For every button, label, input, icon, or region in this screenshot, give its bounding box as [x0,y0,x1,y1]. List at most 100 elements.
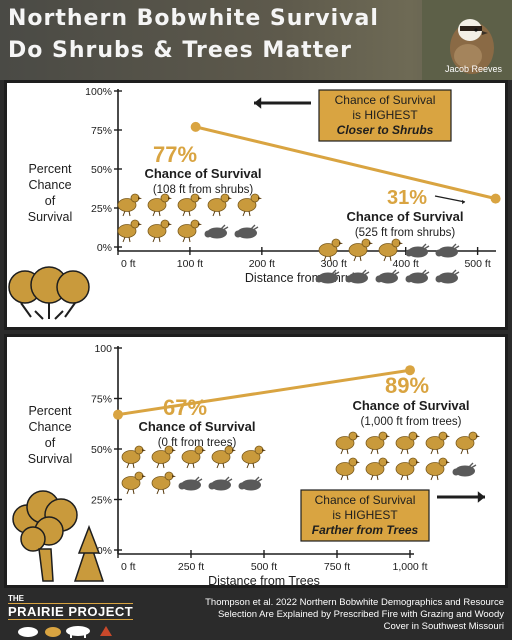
quail-group-1-alive-4-head [250,193,260,203]
callout-line-2: is HIGHEST [332,508,398,522]
quail-group-1-dead-8 [208,476,233,491]
quail-group-1-alive-2-beak [202,449,206,452]
x-axis-label: Distance from Trees [208,574,320,585]
y-tick-label: 75% [91,125,112,137]
quail-group-2-dead-7-body [378,272,398,284]
quail-group-2-alive-1 [365,431,390,455]
trees-icon [12,490,105,582]
quail-group-2-alive-8-body [425,462,445,476]
pine-tree-top [77,524,101,554]
quail-group-1-dead-7 [178,476,203,491]
quail-group-2-alive-1-legs [353,255,362,262]
pointer-arrow-2-shaft [434,195,466,203]
quail-group-1-alive-0-body [117,198,137,212]
quail-group-2-alive-6-body [365,462,385,476]
quail-group-2-alive-5-legs [340,474,349,481]
callout-line-2: is HIGHEST [352,108,418,122]
quail-group-2-alive-7-legs [400,474,409,481]
quail-group-2-dead-9-feet [451,269,460,276]
quail-group-1-alive-6 [147,219,172,243]
quail-group-2-alive-1-body [365,436,385,450]
quail-group-2-dead-8-head [405,275,413,283]
x-tick-label: 1,000 ft [392,561,427,573]
quail-group-1-alive-5-body [121,476,141,490]
quail-group-1-alive-1-legs [156,462,165,469]
callout-line-3: Farther from Trees [312,523,419,537]
quail-group-2-dead-9-feet [468,462,477,469]
quail-group-2-alive-5-beak [356,461,360,464]
quail-group-2-alive-0-head [348,431,358,441]
quail-group-1-alive-4 [237,193,262,217]
title-line-2: Do Shrubs & Trees Matter [8,38,352,63]
footer-brand-prefix: THE [8,594,24,603]
quail-group-2-alive-0-beak [339,242,343,245]
y-tick-label: 25% [91,203,112,215]
percent-label-2: 31% [387,187,427,209]
shrubs-panel: 0% 25% 50% 75% 100% 0 ft 100 ft 200 ft 300 ft 400… [4,80,508,330]
point-sub-2: (1,000 ft from trees) [361,416,462,428]
footer: THE PRAIRIE PROJECT Thompson et al. 2022… [0,590,512,640]
quail-group-1-alive-2 [181,445,206,469]
quail-group-2-alive-7-body [395,462,415,476]
quail-group-2-dead-5-head [315,275,323,283]
quail-group-1-alive-6-beak [168,223,172,226]
quail-group-2-alive-0-beak [356,435,360,438]
callout-box [318,89,452,142]
data-point-0 [113,409,123,420]
percent-label-1: 67% [163,395,207,420]
quail-group-1-alive-3-beak [232,449,236,452]
quail-group-2-alive-7 [395,457,420,481]
shrubs-chart: 0% 25% 50% 75% 100% 0 ft 100 ft 200 ft 300 ft 400… [8,86,501,320]
quail-group-1-alive-0-head [134,445,144,455]
quail-group-1-alive-7-legs [182,236,191,243]
quail-group-2-alive-4-legs [460,448,469,455]
quail-group-1-alive-4-legs [242,210,251,217]
tree-crown-4 [20,526,46,552]
quail-group-2-alive-5 [335,457,360,481]
tree-trunk [38,548,54,582]
point-sub-1: (108 ft from shrubs) [153,184,254,196]
percent-label-2: 89% [385,373,429,398]
y-axis-label: Percent [28,404,72,418]
quail-group-1-alive-2-head [194,445,204,455]
quail-group-1-dead-8-head [204,230,212,238]
point-label-2: Chance of Survival [352,398,469,413]
y-axis-label: Chance [28,178,71,192]
quail-group-1-alive-5-beak [138,223,142,226]
quail-group-1-dead-8-body [207,227,227,239]
quail-group-2-alive-2-body [378,243,398,257]
quail-group-1-alive-7-head [190,219,200,229]
data-point-0 [190,121,201,132]
quail-group-1-alive-0-beak [138,197,142,200]
quail-group-2-alive-6-legs [370,474,379,481]
quail-group-1-alive-6-legs [152,236,161,243]
quail-group-2-alive-1-legs [370,448,379,455]
quail-group-2-dead-8-body [408,272,428,284]
y-axis-label: of [45,436,56,450]
quail-group-2-dead-6-body [348,272,368,284]
quail-group-1-alive-1-body [147,198,167,212]
quail-group-2-alive-4-beak [476,435,480,438]
arrow-left-icon-head [254,97,262,109]
quail-group-2-alive-6 [365,457,390,481]
quail-group-1-alive-4-legs [246,462,255,469]
quail-group-2-dead-5-feet [331,269,340,276]
quail-group-2-dead-9-body [455,465,475,477]
quail-group-1-alive-5 [121,471,146,495]
quail-group-1-alive-3 [207,193,232,217]
quail-group-2-alive-7-beak [416,461,420,464]
pointer-arrow-2-head [462,199,465,205]
trees-panel: 0% 25% 50% 75% 100 0 ft 250 ft 500 ft 750 ft 1,00… [4,334,508,588]
quail-group-1-alive-2 [177,193,202,217]
percent-label-1: 77% [153,142,197,167]
x-tick-label: 400 ft [393,258,419,270]
footer-animals-icon [18,626,112,638]
x-tick-label: 300 ft [321,258,347,270]
quail-group-1-alive-6-head [160,219,170,229]
y-tick-label: 50% [91,164,112,176]
arrow-right-icon-head [477,491,485,503]
quail-group-2-dead-4-feet [451,243,460,250]
quail-group-1-dead-9-body [237,227,257,239]
quail-group-2-dead-9 [452,462,477,477]
